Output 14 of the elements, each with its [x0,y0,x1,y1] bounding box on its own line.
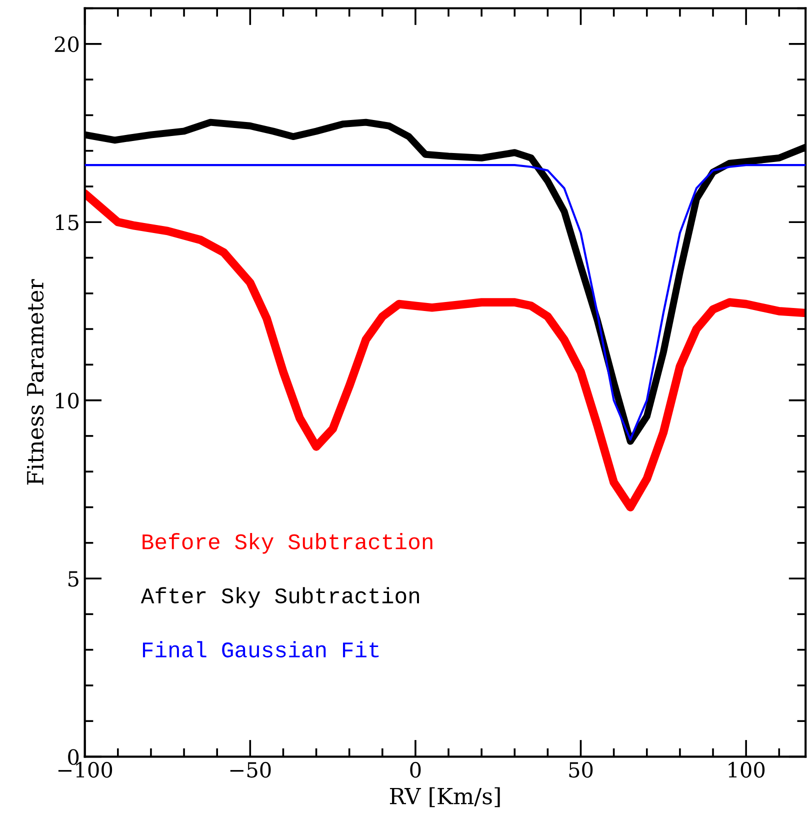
line-series [84,164,806,441]
x-tick-label: 0 [410,762,421,778]
x-tick-label: 50 [569,762,593,778]
y-tick-label: 15 [56,214,78,230]
y-axis-title: Fitness Parameter [26,279,44,485]
y-tick-label: 5 [68,571,78,587]
x-axis-title: RV [Km/s] [390,787,500,808]
x-tick-label: 100 [728,762,765,778]
y-tick-label: 10 [56,392,79,409]
text: Before Sky Subtraction [142,533,432,554]
y-tick-label: 20 [54,36,79,52]
x-tick-label: −50 [230,762,271,778]
text: After Sky Subtraction [140,587,419,608]
text: Final Gaussian Fit [142,641,379,658]
